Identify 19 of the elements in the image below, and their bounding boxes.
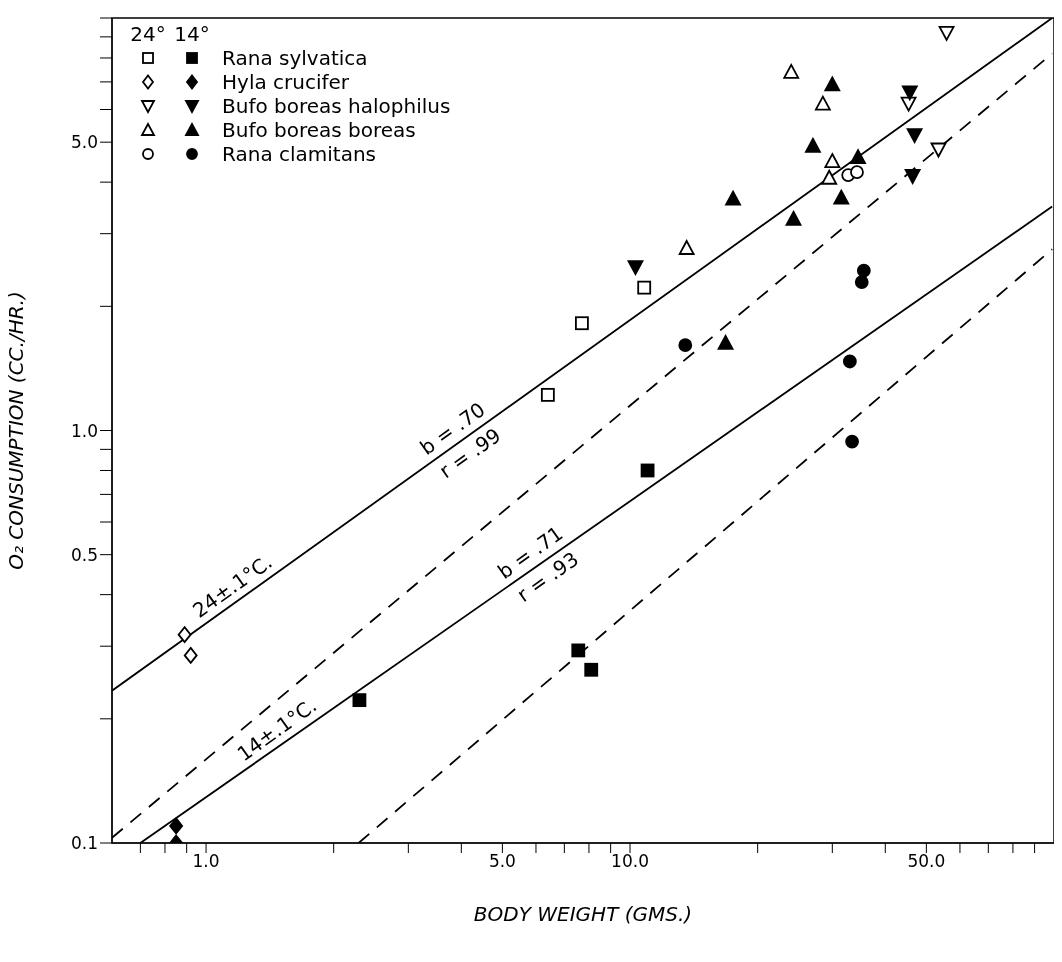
x-tick-label: 50.0: [907, 851, 946, 872]
y-tick-label: 0.1: [70, 833, 98, 854]
legend-label: Hyla crucifer: [222, 70, 350, 94]
legend-label: Bufo boreas boreas: [222, 118, 416, 142]
x-tick-label: 5.0: [488, 851, 516, 872]
x-tick-label: 1.0: [192, 851, 220, 872]
x-tick-label: 10.0: [611, 851, 649, 872]
legend-label: Bufo boreas halophilus: [222, 94, 451, 118]
annotation: 24°: [129, 22, 167, 46]
annotation: b = .71 r = .93: [493, 521, 583, 607]
legend-label: Rana sylvatica: [222, 46, 368, 70]
legend-label: Rana clamitans: [222, 142, 377, 166]
y-tick-label: 1.0: [70, 420, 98, 441]
y-tick-label: 5.0: [70, 132, 98, 153]
x-axis-title: BODY WEIGHT (GMS.): [473, 902, 693, 926]
annotation: b = .70 r = .99: [415, 397, 506, 484]
y-tick-label: 0.5: [70, 544, 98, 565]
y-axis-title: O₂ CONSUMPTION (CC./HR.): [4, 291, 29, 570]
annotation: 14°: [173, 22, 211, 46]
